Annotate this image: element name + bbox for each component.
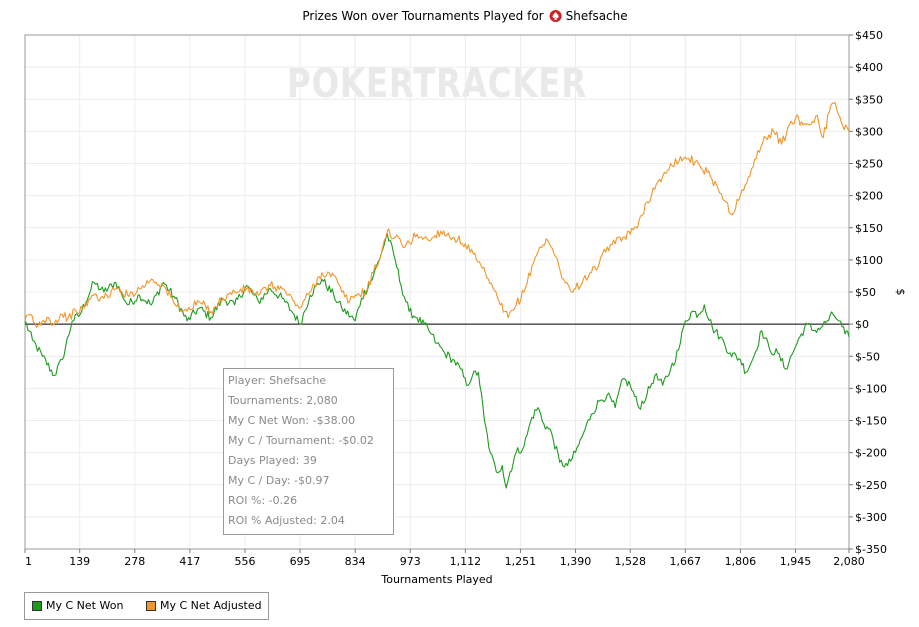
legend-label-net-won: My C Net Won xyxy=(46,599,124,612)
x-tick-label: 1,251 xyxy=(505,555,537,568)
legend: My C Net Won My C Net Adjusted xyxy=(24,592,269,620)
x-tick-label: 1 xyxy=(25,555,32,568)
x-tick-label: 1,667 xyxy=(670,555,702,568)
pokertracker-watermark: POKERTRACKER xyxy=(287,61,587,107)
stat-tournaments: Tournaments: 2,080 xyxy=(228,394,338,407)
watermark-text-2: TRACKER xyxy=(413,61,587,107)
x-tick-label: 1,390 xyxy=(560,555,592,568)
x-tick-label: 973 xyxy=(400,555,421,568)
y-tick-label: $-100 xyxy=(855,382,887,395)
y-tick-label: $-200 xyxy=(855,447,887,460)
y-tick-label: $150 xyxy=(855,222,883,235)
y-axis-ticks: $-350 $-300 $-250 $-200 $-150 $-100 $-50 $0 $50 $… xyxy=(849,29,887,556)
y-tick-label: $100 xyxy=(855,254,883,267)
x-tick-label: 556 xyxy=(234,555,255,568)
x-tick-label: 278 xyxy=(124,555,145,568)
stats-tooltip-box: Player: Shefsache Tournaments: 2,080 My … xyxy=(223,368,394,535)
series-line-net-adjusted xyxy=(24,101,850,328)
stat-per-day: My C / Day: -$0.97 xyxy=(228,474,330,487)
x-tick-label: 1,945 xyxy=(780,555,812,568)
chart-title: Prizes Won over Tournaments Played for S… xyxy=(302,9,627,23)
watermark-text-1: POKER xyxy=(287,61,413,107)
y-tick-label: $250 xyxy=(855,158,883,171)
y-tick-label: $50 xyxy=(855,286,876,299)
legend-swatch-net-won xyxy=(32,601,42,611)
stat-per-tournament: My C / Tournament: -$0.02 xyxy=(228,434,374,447)
x-tick-label: 695 xyxy=(290,555,311,568)
spade-icon xyxy=(549,10,562,22)
stat-roi: ROI %: -0.26 xyxy=(228,494,298,507)
stat-days-played: Days Played: 39 xyxy=(228,454,317,467)
chart-title-player: Shefsache xyxy=(566,9,628,23)
x-tick-label: 1,528 xyxy=(614,555,646,568)
y-tick-label: $-150 xyxy=(855,415,887,428)
x-axis-label: Tournaments Played xyxy=(380,573,492,586)
stat-net-won: My C Net Won: -$38.00 xyxy=(228,414,356,427)
stat-roi-adjusted: ROI % Adjusted: 2.04 xyxy=(228,514,345,527)
y-tick-label: $-300 xyxy=(855,511,887,524)
x-axis-ticks: 1 139 278 417 556 695 834 973 1,112 1,251 1,390 1,5… xyxy=(24,549,865,568)
series-layer xyxy=(24,101,850,489)
grid-lines xyxy=(24,34,850,550)
legend-swatch-net-adjusted xyxy=(146,601,156,611)
x-tick-label: 139 xyxy=(69,555,90,568)
y-tick-label: $300 xyxy=(855,125,883,138)
y-axis-label: $ xyxy=(894,289,907,296)
legend-item-net-adjusted[interactable]: My C Net Adjusted xyxy=(146,599,262,613)
y-tick-label: $-250 xyxy=(855,479,887,492)
x-tick-label: 417 xyxy=(179,555,200,568)
chart-title-text: Prizes Won over Tournaments Played for xyxy=(302,9,543,23)
x-tick-label: 1,806 xyxy=(725,555,757,568)
y-tick-label: $0 xyxy=(855,318,869,331)
x-tick-label: 1,112 xyxy=(450,555,482,568)
x-tick-label: 2,080 xyxy=(833,555,865,568)
y-tick-label: $-50 xyxy=(855,350,880,363)
svg-text:POKERTRACKER: POKERTRACKER xyxy=(287,61,587,107)
y-tick-label: $400 xyxy=(855,61,883,74)
y-tick-label: $200 xyxy=(855,190,883,203)
y-tick-label: $450 xyxy=(855,29,883,42)
stat-player: Player: Shefsache xyxy=(228,374,327,387)
legend-label-net-adjusted: My C Net Adjusted xyxy=(160,599,262,612)
x-tick-label: 834 xyxy=(345,555,366,568)
y-tick-label: $350 xyxy=(855,93,883,106)
series-line-net-won xyxy=(24,233,850,489)
y-tick-label: $-350 xyxy=(855,543,887,556)
legend-item-net-won[interactable]: My C Net Won xyxy=(32,599,123,613)
